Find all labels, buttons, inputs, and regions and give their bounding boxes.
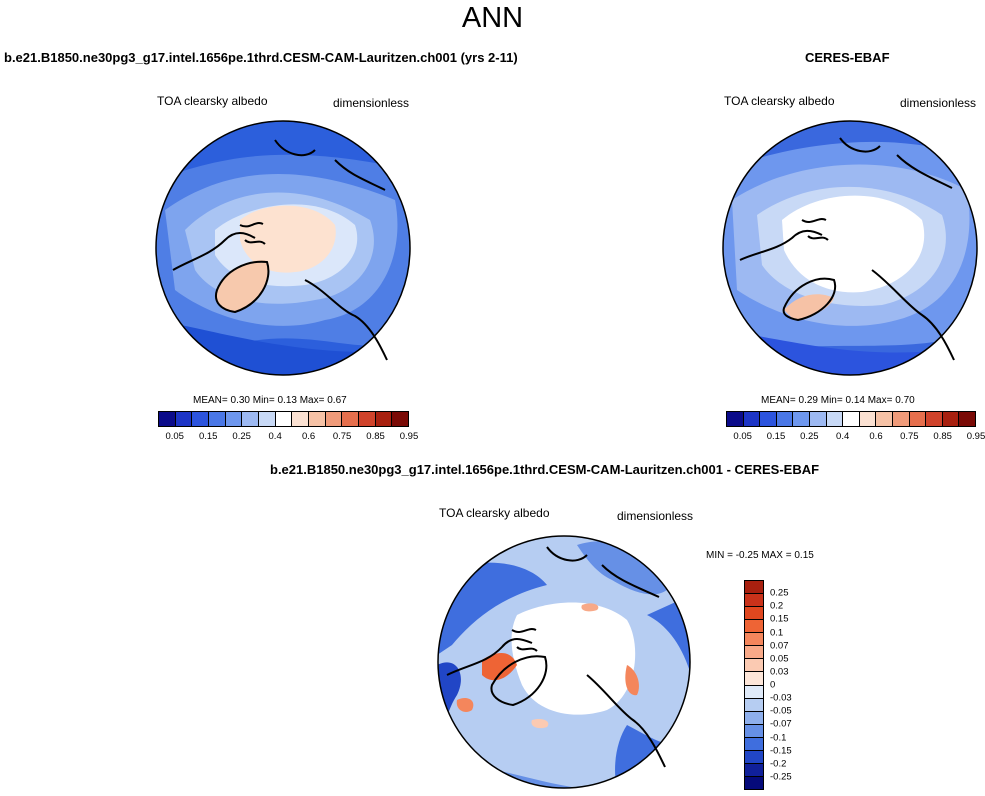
panel-3-colorbar-cell [745, 750, 763, 764]
panel-1-colorbar-cell [392, 412, 409, 426]
panel-1-colorbar-cell [242, 412, 260, 426]
panel-2-colorbar-cell [876, 412, 893, 426]
panel-2-colorbar-cell [909, 412, 927, 426]
panel-1-colorbar-tick-label: 0.15 [198, 431, 218, 442]
panel-3-colorbar-label: -0.2 [770, 758, 787, 770]
panel-1-colorbar-tick-label: 0.95 [399, 431, 419, 442]
panel-3-colorbar-label: 0.15 [770, 613, 789, 625]
panel-3-colorbar-cell [745, 737, 763, 751]
panel-2-colorbar-tick-label: 0.05 [733, 431, 752, 442]
panel-2-colorbar-ticks: 0.05 0.15 0.25 0.4 0.6 0.75 0.85 0.95 [726, 431, 985, 443]
panel-3-colorbar-cell [745, 724, 763, 738]
panel-3-colorbar-cell [745, 698, 763, 712]
panel-1-colorbar-cell [225, 412, 243, 426]
panel-1-colorbar-tick-label: 0.85 [366, 431, 385, 442]
panel-1-colorbar-cell [159, 412, 176, 426]
panel-3-colorbar-labels: 0.25 0.2 0.15 0.1 0.07 0.05 0.03 0 -0.03 -0.05 -0.… [770, 580, 810, 790]
panel-2-colorbar-tick-label: 0.4 [836, 431, 850, 442]
panel-3-colorbar-cell [745, 763, 763, 777]
panel-3-colorbar-label: -0.15 [770, 745, 792, 757]
panel-2-colorbar-tick-label: 0.25 [800, 431, 819, 442]
panel-3-colorbar-label: -0.03 [770, 692, 792, 704]
panel-1-colorbar-cell [342, 412, 360, 426]
panel-2-colorbar-tick-label: 0.85 [933, 431, 952, 442]
panel-2-colorbar-tick-label: 0.15 [766, 431, 786, 442]
panel-3-colorbar-cell [745, 711, 763, 725]
panel-1-colorbar-cell [192, 412, 210, 426]
panel-3-colorbar-cell [745, 646, 763, 660]
panel-2-colorbar-tick-label: 0.95 [966, 431, 985, 442]
panel-2-colorbar-cell [776, 412, 794, 426]
panel-3-polar-map [437, 535, 691, 789]
panel-3-colorbar-cell [745, 672, 763, 686]
panel-3-colorbar-label: 0.05 [770, 653, 789, 665]
panel-3-units-label: dimensionless [617, 509, 694, 523]
panel-1-colorbar-tick-label: 0.75 [332, 431, 352, 442]
panel-1-colorbar-cell [175, 412, 193, 426]
panel-3-colorbar-cell [745, 581, 763, 595]
panel-1-colorbar-cell [209, 412, 226, 426]
panel-2-colorbar-cell [859, 412, 877, 426]
panel-3-stats: MIN = -0.25 MAX = 0.15 [706, 550, 814, 561]
panel-1-units-label: dimensionless [333, 96, 410, 110]
panel-3-colorbar-label: -0.25 [770, 771, 792, 783]
panel-3-colorbar-cell [745, 620, 763, 634]
panel-1-colorbar-tick-label: 0.4 [268, 431, 282, 442]
panel-3-colorbar-cell [745, 776, 763, 789]
panel-1-colorbar-tick-label: 0.6 [301, 431, 316, 442]
panel-3-colorbar-label: 0.2 [770, 600, 784, 612]
panel-3-colorbar-cell [745, 659, 763, 673]
panel-1-colorbar-tick-label: 0.25 [232, 431, 251, 442]
panel-3-colorbar-label: 0.07 [770, 640, 789, 652]
panel-3-colorbar-label: -0.1 [770, 732, 787, 743]
panel-3-colorbar-label: 0 [770, 679, 776, 691]
panel-2-colorbar-cell [793, 412, 810, 426]
panel-2-colorbar-cell [892, 412, 910, 426]
panel-1-colorbar-cell [359, 412, 376, 426]
panel-1-colorbar-cell [375, 412, 393, 426]
panel-2-variable-label: TOA clearsky albedo [724, 94, 835, 108]
panel-3-colorbar-cell [745, 633, 763, 647]
panel-2-colorbar-cell [843, 412, 860, 426]
panel-2-colorbar-cell [727, 412, 744, 426]
panel-3-variable-label: TOA clearsky albedo [439, 506, 550, 520]
panel-2-stats: MEAN= 0.29 Min= 0.14 Max= 0.70 [761, 395, 915, 406]
panel-1-colorbar-cell [309, 412, 326, 426]
panel-1-case-title: b.e21.B1850.ne30pg3_g17.intel.1656pe.1th… [4, 50, 518, 65]
panel-1-stats: MEAN= 0.30 Min= 0.13 Max= 0.67 [193, 395, 347, 406]
panel-3-colorbar-label: -0.05 [770, 705, 792, 717]
panel-3-case-title: b.e21.B1850.ne30pg3_g17.intel.1656pe.1th… [270, 462, 820, 477]
panel-1-colorbar-cell [292, 412, 310, 426]
panel-1-colorbar [158, 411, 409, 427]
figure-title: ANN [461, 2, 524, 34]
panel-1-colorbar-tick-label: 0.05 [165, 431, 184, 442]
panel-2-colorbar-cell [942, 412, 960, 426]
panel-2-case-title: CERES-EBAF [805, 50, 890, 65]
panel-2-units-label: dimensionless [900, 96, 977, 110]
panel-1-polar-map [155, 120, 411, 376]
panel-1-colorbar-cell [275, 412, 293, 426]
panel-3-colorbar-cell [745, 594, 763, 608]
panel-2-colorbar [726, 411, 976, 427]
panel-2-colorbar-cell [743, 412, 761, 426]
panel-3-colorbar-label: 0.1 [770, 627, 784, 638]
panel-1-variable-label: TOA clearsky albedo [157, 94, 268, 108]
panel-2-colorbar-cell [826, 412, 844, 426]
panel-2-polar-map [722, 120, 978, 376]
panel-1-colorbar-ticks: 0.05 0.15 0.25 0.4 0.6 0.75 0.85 0.95 [158, 431, 418, 443]
panel-2-colorbar-cell [926, 412, 943, 426]
panel-3-colorbar [744, 580, 764, 790]
panel-3-colorbar-cell [745, 685, 763, 699]
panel-2-colorbar-cell [809, 412, 827, 426]
panel-1-colorbar-cell [259, 412, 276, 426]
panel-2-colorbar-tick-label: 0.6 [869, 431, 883, 442]
panel-3-colorbar-label: 0.25 [770, 587, 789, 599]
panel-2-colorbar-cell [760, 412, 777, 426]
panel-3-colorbar-label: -0.07 [770, 718, 792, 730]
panel-3-colorbar-label: 0.03 [770, 666, 789, 678]
panel-1-colorbar-cell [325, 412, 343, 426]
panel-2-colorbar-tick-label: 0.75 [900, 431, 919, 442]
panel-2-colorbar-cell [959, 412, 975, 426]
panel-3-colorbar-cell [745, 607, 763, 621]
